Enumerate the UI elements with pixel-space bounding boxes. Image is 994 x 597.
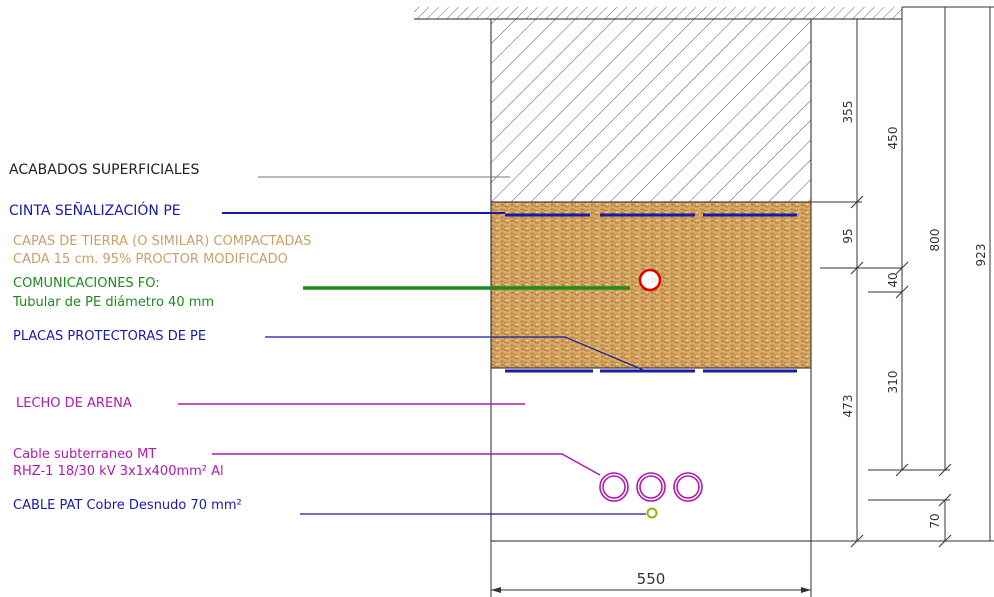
fiber-optic-tube — [638, 268, 662, 292]
dim-473: 473 — [841, 395, 855, 418]
mt-cables — [599, 472, 703, 502]
label-cable-mt-2: RHZ-1 18/30 kV 3x1x400mm² Al — [13, 464, 224, 479]
label-capas-2: CADA 15 cm. 95% PROCTOR MODIFICADO — [13, 252, 288, 267]
dim-923: 923 — [974, 244, 988, 267]
dim-800: 800 — [928, 229, 942, 252]
label-cable-pat: CABLE PAT Cobre Desnudo 70 mm² — [13, 498, 242, 513]
label-lecho: LECHO DE ARENA — [16, 396, 132, 411]
surface-finish-layer — [490, 18, 812, 203]
leader-cable-mt — [212, 453, 601, 476]
leader-placas — [265, 336, 649, 373]
label-capas-1: CAPAS DE TIERRA (O SIMILAR) COMPACTADAS — [13, 234, 312, 249]
label-acabados: ACABADOS SUPERFICIALES — [9, 162, 200, 178]
earthing-cable — [646, 507, 658, 519]
label-comunicaciones-2: Tubular de PE diámetro 40 mm — [13, 295, 215, 310]
dimension-lines — [490, 6, 994, 597]
dim-450: 450 — [886, 127, 900, 150]
dim-40: 40 — [886, 272, 900, 287]
label-cable-mt-1: Cable subterraneo MT — [13, 447, 157, 462]
dim-70: 70 — [928, 513, 942, 528]
ground-surface — [414, 7, 902, 19]
dim-width: 550 — [637, 570, 666, 588]
dim-310: 310 — [886, 371, 900, 394]
dim-355: 355 — [841, 101, 855, 124]
label-cinta: CINTA SEÑALIZACIÓN PE — [9, 203, 181, 219]
dim-95: 95 — [841, 228, 855, 243]
label-placas: PLACAS PROTECTORAS DE PE — [13, 329, 207, 344]
label-comunicaciones-1: COMUNICACIONES FO: — [13, 276, 160, 291]
